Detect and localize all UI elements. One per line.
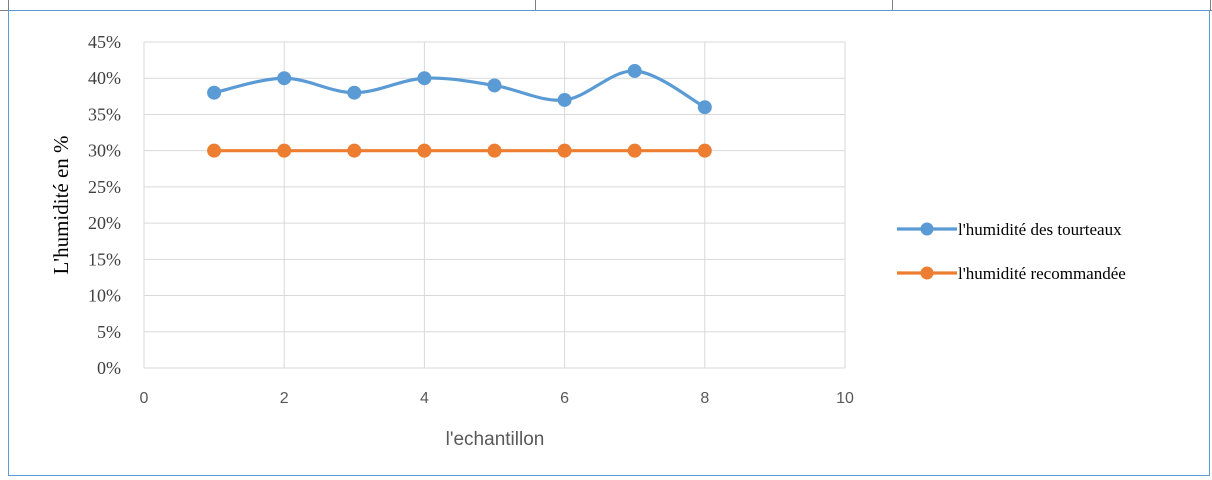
data-point [347,143,362,158]
y-axis-ticks: 0% 5% 10% 15% 20% 25% 30% 35% 40% 45% [88,32,121,378]
data-point [487,143,502,158]
y-tick-label: 45% [88,32,121,52]
x-axis-title: l'echantillon [446,429,545,450]
y-axis-title: L'humidité en % [49,135,73,274]
data-point [627,63,642,78]
chart-container [8,10,1210,476]
series-layer [207,63,712,158]
x-tick-label: 6 [560,390,569,407]
data-point [697,100,712,115]
x-tick-label: 8 [700,390,709,407]
table-column-separator [535,0,536,10]
x-axis-ticks: 0 2 4 6 8 10 [140,390,854,407]
legend-marker [920,222,934,236]
legend-label: l'humidité recommandée [958,264,1126,283]
y-tick-label: 15% [88,249,121,269]
legend-marker [920,266,934,280]
data-point [557,143,572,158]
table-column-separator [8,0,9,10]
y-tick-label: 0% [97,358,121,378]
x-tick-label: 10 [836,390,854,407]
data-point [347,85,362,100]
y-tick-label: 40% [88,68,121,88]
data-point [277,71,292,86]
gridlines [143,41,846,369]
x-tick-label: 4 [420,390,429,407]
table-column-separator [1210,0,1211,10]
data-point [207,143,222,158]
data-point [207,85,222,100]
x-tick-label: 0 [140,390,149,407]
data-point [627,143,642,158]
data-point [697,143,712,158]
data-point [557,92,572,107]
y-tick-label: 10% [88,286,121,306]
table-column-separator [892,0,893,10]
y-tick-label: 30% [88,141,121,161]
data-point [417,143,432,158]
data-point [487,78,502,93]
y-tick-label: 5% [97,322,121,342]
legend-label: l'humidité des tourteaux [958,220,1122,239]
y-tick-label: 20% [88,213,121,233]
data-point [277,143,292,158]
y-tick-label: 35% [88,104,121,124]
y-tick-label: 25% [88,177,121,197]
legend: l'humidité des tourteaux l'humidité recom… [897,220,1126,283]
data-point [417,71,432,86]
x-tick-label: 2 [280,390,289,407]
